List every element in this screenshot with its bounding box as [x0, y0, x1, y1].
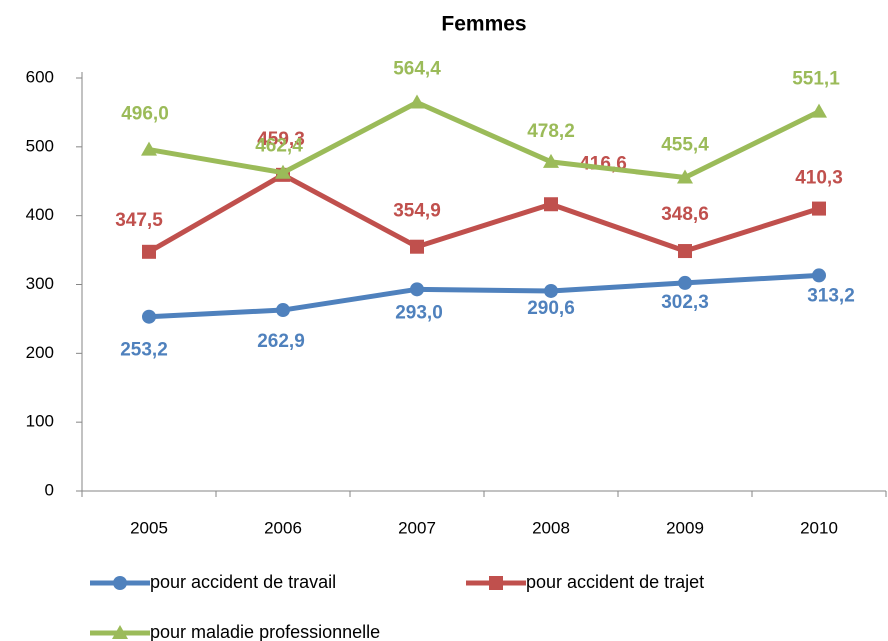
x-tick-label: 2009 [666, 518, 704, 537]
data-label: 313,2 [807, 285, 855, 306]
marker [410, 282, 424, 297]
data-label: 347,5 [115, 210, 163, 231]
data-label: 455,4 [661, 135, 709, 156]
y-tick-label: 0 [45, 480, 54, 499]
data-label: 348,6 [661, 204, 709, 225]
marker [489, 576, 503, 590]
x-tick-label: 2007 [398, 518, 436, 537]
marker [112, 625, 128, 639]
y-tick-label: 600 [26, 67, 54, 86]
marker [544, 197, 558, 212]
x-tick-label: 2010 [800, 518, 838, 537]
series-line [148, 100, 821, 181]
marker [678, 275, 692, 290]
marker [409, 94, 425, 109]
data-label: 462,4 [255, 136, 303, 157]
x-tick-label: 2006 [264, 518, 302, 537]
y-tick-label: 300 [26, 274, 54, 293]
marker [811, 103, 827, 118]
y-tick-label: 100 [26, 412, 54, 431]
data-label: 290,6 [527, 298, 575, 319]
data-label: 253,2 [120, 340, 168, 361]
marker [544, 283, 558, 298]
series-line [148, 272, 820, 320]
marker [275, 164, 291, 179]
marker [113, 576, 127, 590]
x-tick-label: 2005 [130, 518, 168, 537]
data-label: 302,3 [661, 292, 709, 313]
data-label: 262,9 [257, 331, 305, 352]
data-label: 496,0 [121, 104, 169, 125]
series-line [147, 172, 820, 254]
legend-label: pour accident de travail [150, 572, 336, 592]
chart-title: Femmes [441, 13, 526, 36]
data-label: 551,1 [792, 69, 840, 90]
marker [142, 309, 156, 324]
data-label: 293,0 [395, 302, 443, 323]
legend-label: pour maladie professionnelle [150, 622, 380, 641]
marker [677, 169, 693, 184]
data-label: 564,4 [393, 59, 441, 80]
x-tick-label: 2008 [532, 518, 570, 537]
y-tick-label: 400 [26, 205, 54, 224]
marker [410, 239, 424, 254]
y-tick-label: 500 [26, 136, 54, 155]
y-tick-label: 200 [26, 343, 54, 362]
data-label: 410,3 [795, 168, 843, 189]
marker [141, 141, 157, 156]
marker [543, 153, 559, 168]
data-label: 459,3 [257, 129, 305, 150]
marker [678, 244, 692, 259]
marker [812, 268, 826, 283]
marker [276, 303, 290, 318]
data-label: 478,2 [527, 121, 575, 142]
legend-label: pour accident de trajet [526, 572, 704, 592]
marker [812, 201, 826, 216]
marker [142, 244, 156, 259]
data-label: 354,9 [393, 201, 441, 222]
